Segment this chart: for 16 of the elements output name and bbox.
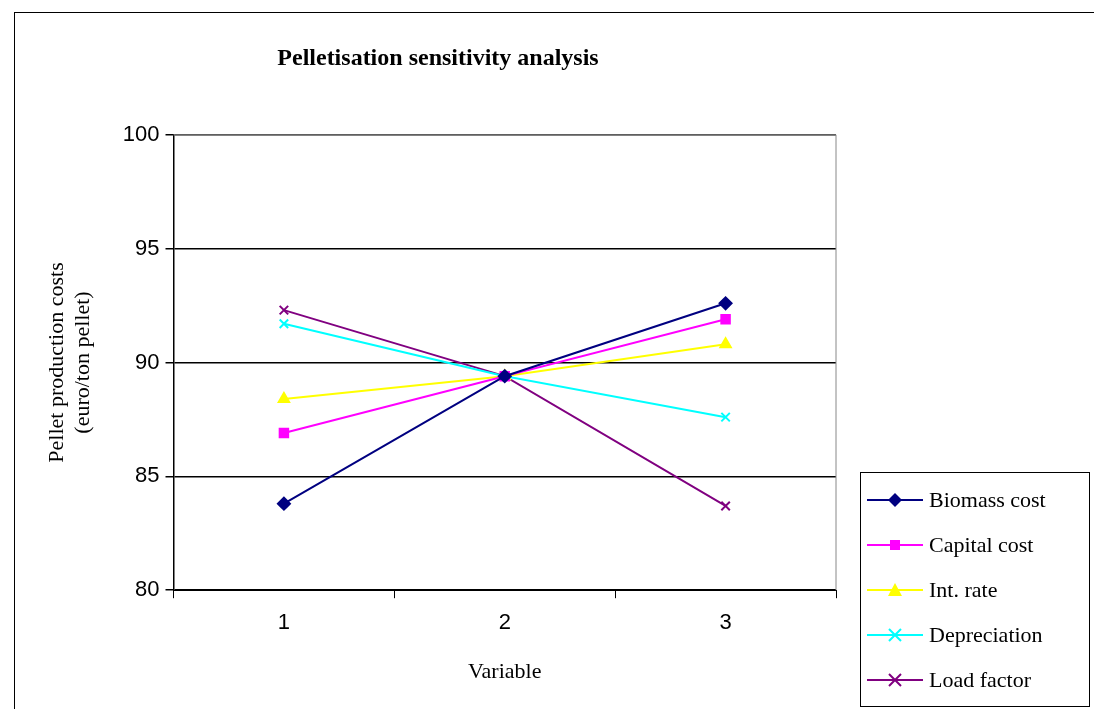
legend-label: Depreciation (929, 621, 1043, 648)
y-tick-label: 90 (135, 348, 160, 374)
y-tick-label: 80 (135, 576, 160, 602)
y-tick-label: 85 (135, 462, 160, 488)
legend-label: Load factor (929, 666, 1031, 693)
y-axis-title: Pellet production costs (euro/ton pellet) (42, 262, 95, 463)
x-tick-label: 3 (719, 609, 732, 635)
legend-label: Int. rate (929, 576, 998, 603)
y-tick-label: 100 (122, 120, 160, 146)
x-tick-label: 1 (277, 609, 291, 635)
legend-label: Biomass cost (929, 486, 1046, 513)
x-tick-label: 2 (498, 609, 511, 635)
y-tick-label: 95 (135, 234, 160, 260)
chart-title: Pelletisation sensitivity analysis (277, 43, 599, 70)
x-axis-title: Variable (468, 657, 542, 683)
legend-label: Capital cost (929, 531, 1034, 558)
